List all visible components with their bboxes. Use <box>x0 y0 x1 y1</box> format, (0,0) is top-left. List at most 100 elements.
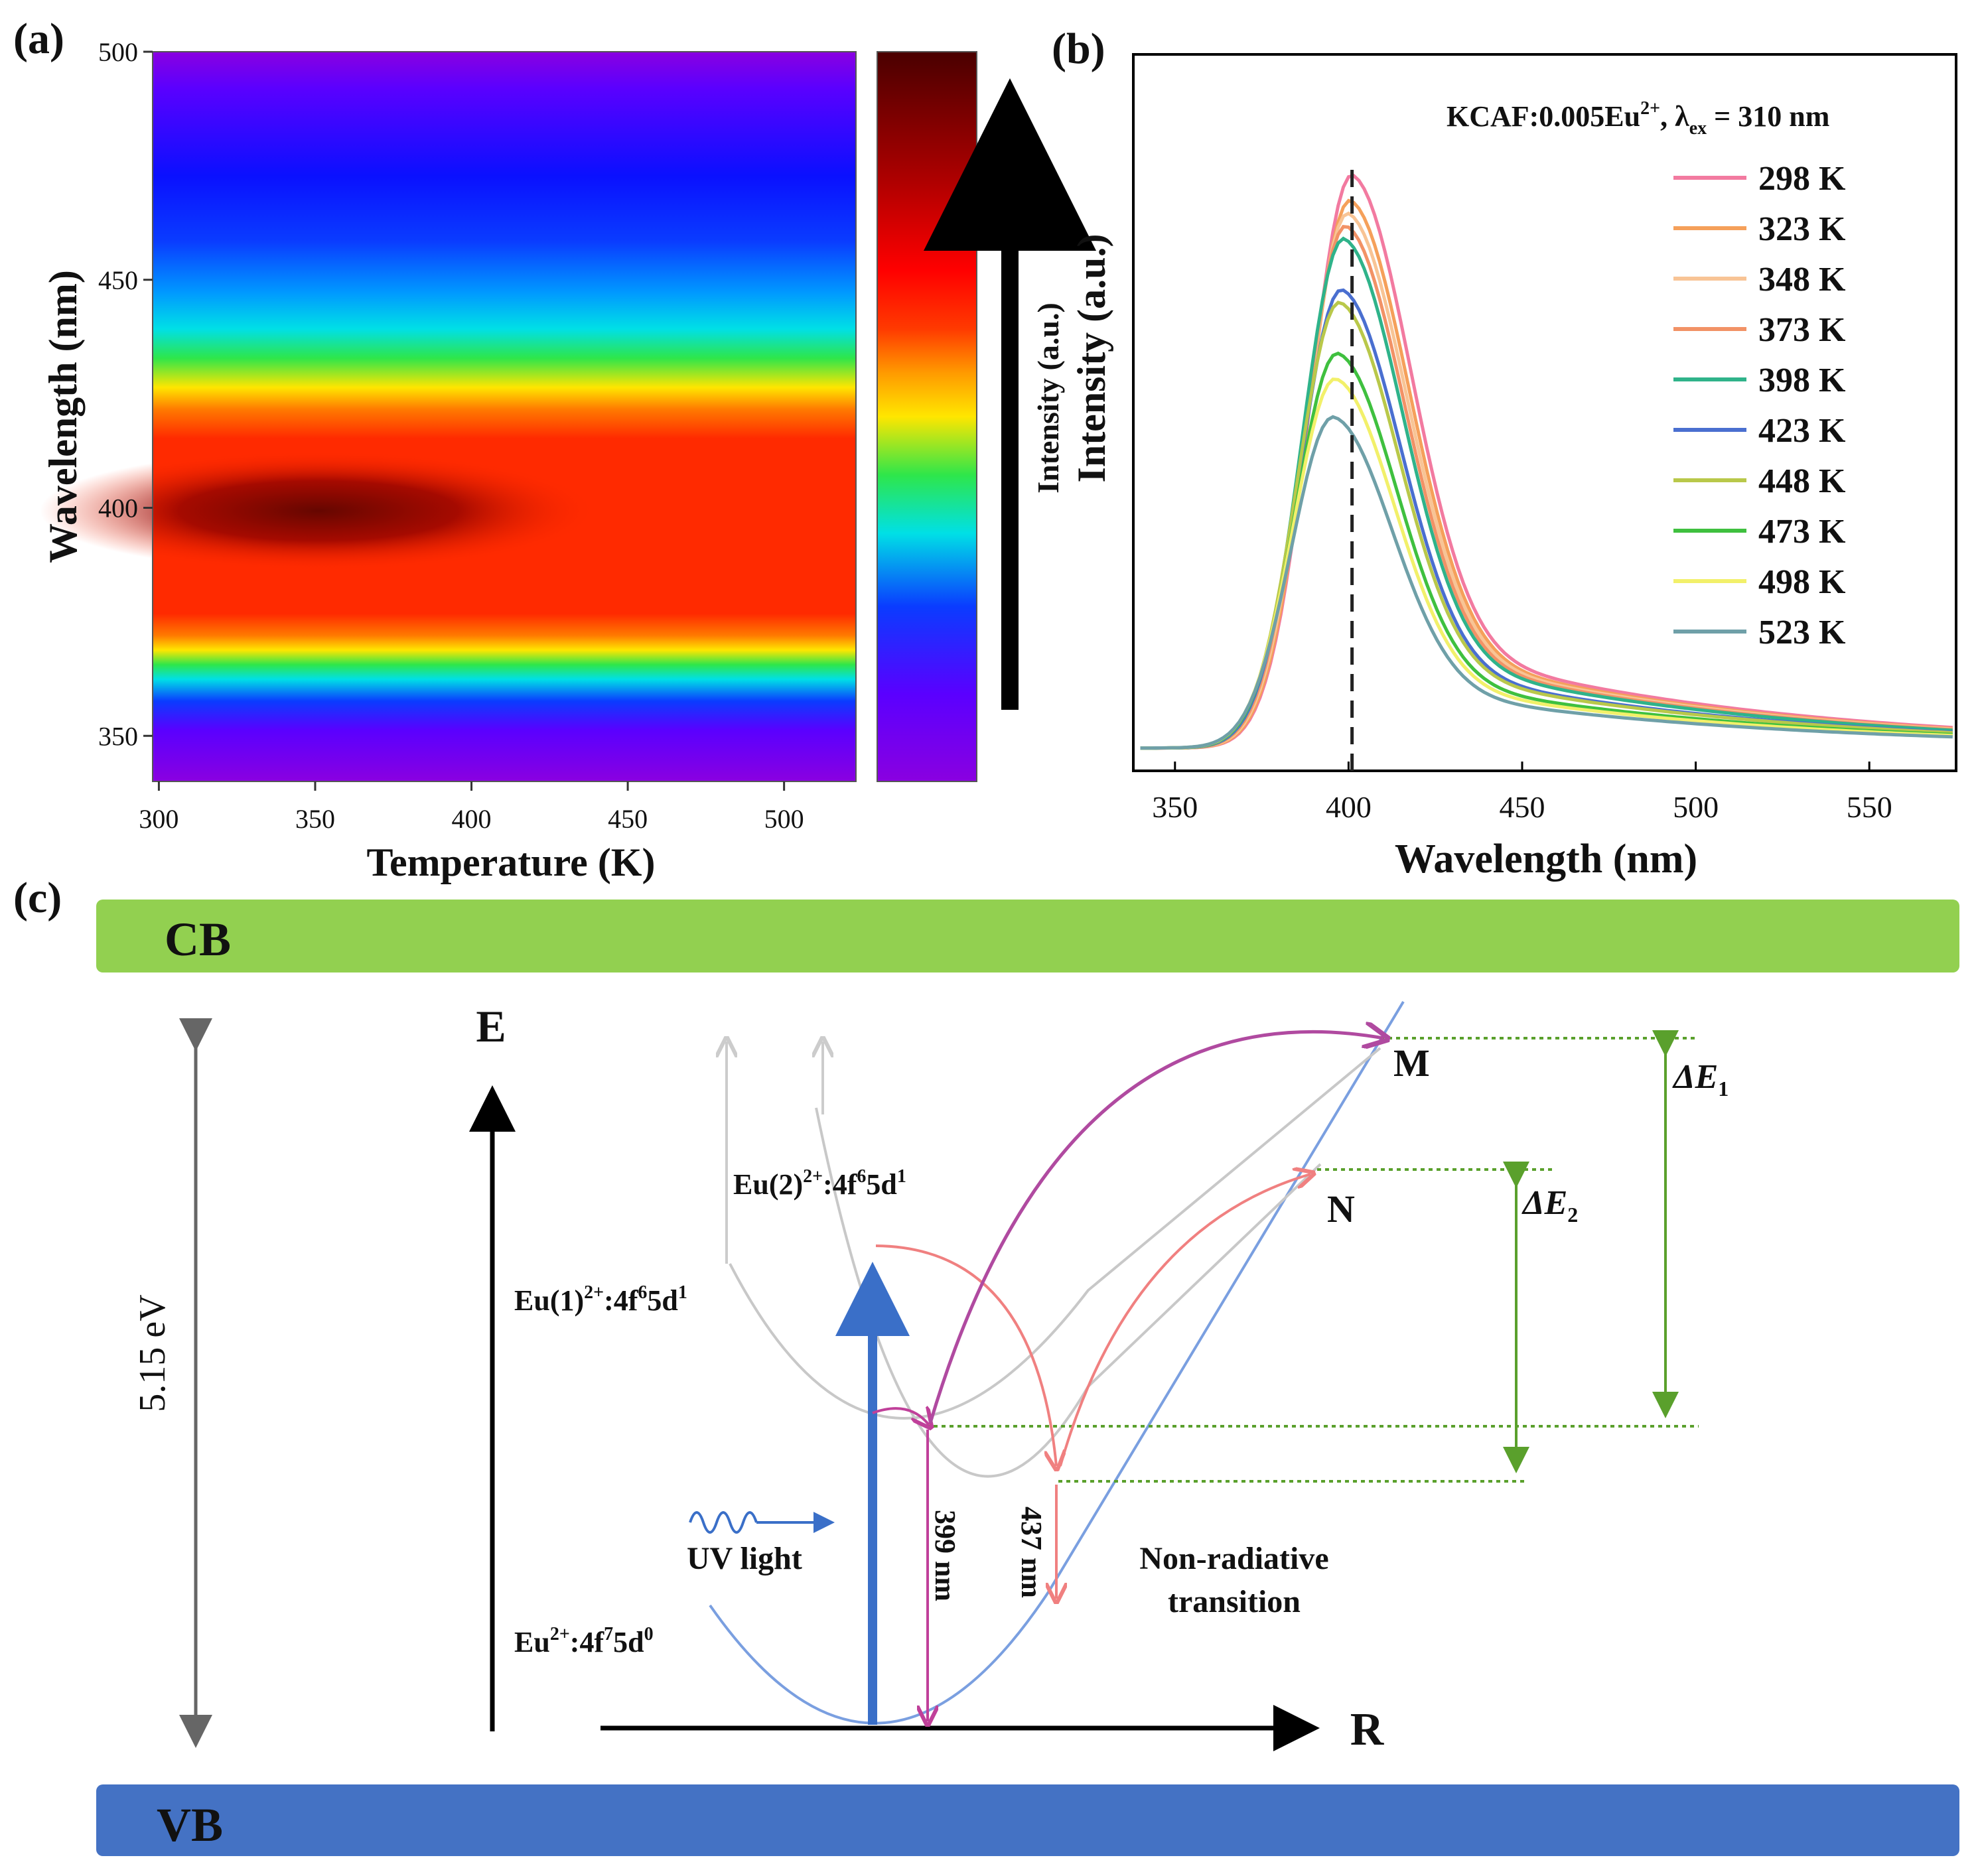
eu1-state-tail: :4f <box>604 1284 639 1317</box>
spectrum-title-end: = 310 nm <box>1707 100 1829 133</box>
eu2-state-sup2: 6 <box>857 1166 866 1187</box>
spectrum-title: KCAF:0.005Eu2+, λex = 310 nm <box>1447 98 1829 139</box>
delta-e1-sub: 1 <box>1718 1077 1729 1101</box>
delta-e2-label: ΔE2 <box>1521 1184 1578 1227</box>
spectrum-x-tick-label: 350 <box>1152 790 1198 824</box>
spectrum-x-tick-label: 450 <box>1499 790 1545 824</box>
eu2-excited-parabola <box>815 1107 1322 1478</box>
eu1-state-sup3: 1 <box>678 1282 687 1303</box>
point-m-label: M <box>1393 1041 1430 1085</box>
spectrum-curve-523k <box>1140 415 1953 750</box>
eu1-state-label: Eu(1)2+:4f65d1 <box>514 1282 687 1317</box>
purple-arc-to-m <box>928 1032 1383 1424</box>
heatmap-x-tick-label: 300 <box>139 804 178 834</box>
eu2-state-main: Eu(2) <box>733 1168 803 1201</box>
eu1-state-sup2: 6 <box>638 1282 647 1303</box>
nonrad-label-line1: Non-radiative <box>1139 1541 1328 1576</box>
legend-label: 423 K <box>1758 412 1846 450</box>
spectrum-legend: 298 K 323 K 348 K 373 K 398 K 423 K 448 K 473 K… <box>1673 160 1846 651</box>
legend-label: 448 K <box>1758 462 1846 500</box>
legend-label: 323 K <box>1758 210 1846 248</box>
delta-e1-label: ΔE1 <box>1672 1058 1729 1101</box>
heatmap-x-tick-label: 350 <box>295 804 335 834</box>
ground-state-main: Eu <box>514 1626 550 1658</box>
eu2-state-end: 5d <box>866 1168 896 1201</box>
relax-arrow-to-eu1 <box>872 1408 929 1425</box>
eu1-excited-parabola <box>729 1047 1381 1420</box>
panel-a-label: (a) <box>13 15 64 63</box>
legend-label: 398 K <box>1758 362 1846 399</box>
spectrum-x-label: Wavelength (nm) <box>1395 837 1697 882</box>
emission-437-label: 437 nm <box>1015 1507 1048 1598</box>
ground-state-parabola <box>709 1000 1405 1725</box>
cb-label: CB <box>165 913 231 966</box>
ground-state-sup: 2+ <box>550 1624 570 1644</box>
gap-label: 5.15 eV <box>132 1294 173 1412</box>
eu2-state-tail: :4f <box>823 1168 858 1201</box>
heatmap-x-ticks: 300 350 400 450 500 <box>139 781 804 834</box>
eu1-state-main: Eu(1) <box>514 1284 584 1317</box>
colorbar <box>877 51 977 782</box>
heatmap-x-tick-label: 500 <box>764 804 804 834</box>
legend-label: 473 K <box>1758 513 1846 551</box>
delta-e2-main: ΔE <box>1521 1184 1567 1222</box>
panel-b-label: (b) <box>1052 25 1105 73</box>
panel-a: (a) 500 450 400 350 300 350 400 450 500 Tempera… <box>13 15 1096 884</box>
spectrum-x-tick-label: 550 <box>1847 790 1892 824</box>
uv-wave-icon <box>689 1511 758 1534</box>
uv-label: UV light <box>687 1541 802 1576</box>
energy-axis-label: E <box>476 1001 506 1051</box>
heatmap-y-tick-label: 400 <box>98 494 138 523</box>
legend-label: 523 K <box>1758 614 1846 651</box>
legend-label: 298 K <box>1758 160 1846 198</box>
vb-label: VB <box>157 1798 223 1851</box>
conduction-band <box>96 900 1959 972</box>
heatmap-y-tick-label: 450 <box>98 265 138 295</box>
spectrum-title-sub: ex <box>1689 118 1707 139</box>
legend-label: 373 K <box>1758 311 1846 349</box>
spectrum-curves <box>1140 174 1953 750</box>
heatmap-y-ticks: 500 450 400 350 <box>98 37 153 751</box>
panel-b: (b) Intensity (a.u.) Wavelength (nm) 350… <box>1052 25 1957 882</box>
ground-state-sup2: 7 <box>604 1624 613 1644</box>
legend-label: 498 K <box>1758 563 1846 601</box>
heatmap-x-label: Temperature (K) <box>367 840 656 884</box>
eu1-state-sup: 2+ <box>584 1282 604 1303</box>
delta-e1-main: ΔE <box>1672 1058 1718 1096</box>
eu2-to-eu1-path <box>875 1244 1056 1466</box>
heatmap-y-tick-label: 350 <box>98 721 138 751</box>
heatmap-y-tick-label: 500 <box>98 37 138 67</box>
heatmap-x-tick-label: 400 <box>452 804 492 834</box>
emission-399-label: 399 nm <box>929 1510 961 1601</box>
pink-arc-to-n <box>1059 1174 1310 1467</box>
eu2-state-sup3: 1 <box>897 1166 906 1187</box>
eu1-state-end: 5d <box>647 1284 677 1317</box>
nonrad-label-line2: transition <box>1168 1584 1301 1619</box>
panel-c-label: (c) <box>13 874 62 922</box>
spectrum-title-tail: , λ <box>1660 100 1689 133</box>
spectrum-y-label: Intensity (a.u.) <box>1070 234 1113 482</box>
coordinate-axis-label: R <box>1350 1704 1385 1755</box>
spectrum-x-tick-label: 400 <box>1326 790 1372 824</box>
heatmap-plot <box>153 52 856 781</box>
eu2-state-label: Eu(2)2+:4f65d1 <box>733 1166 906 1201</box>
panel-c: (c) CB VB 5.15 eV E R <box>13 874 1959 1856</box>
heatmap-peak-region <box>40 451 597 570</box>
legend-label: 348 K <box>1758 261 1846 299</box>
ground-state-sup3: 0 <box>644 1624 654 1644</box>
point-n-label: N <box>1327 1187 1355 1231</box>
ground-state-label: Eu2+:4f75d0 <box>514 1624 654 1658</box>
spectrum-x-ticks: 350 400 450 500 550 <box>1152 762 1892 824</box>
valence-band <box>96 1784 1959 1856</box>
eu2-state-sup: 2+ <box>803 1166 823 1187</box>
heatmap-y-label: Wavelength (nm) <box>41 270 85 563</box>
heatmap-x-tick-label: 450 <box>608 804 648 834</box>
delta-e2-sub: 2 <box>1567 1203 1578 1227</box>
ground-state-end: 5d <box>613 1626 644 1658</box>
spectrum-title-sup: 2+ <box>1640 98 1660 119</box>
colorbar-label: Intensity (a.u.) <box>1031 302 1065 494</box>
spectrum-title-main: KCAF:0.005Eu <box>1447 100 1640 133</box>
spectrum-x-tick-label: 500 <box>1673 790 1719 824</box>
ground-state-tail: :4f <box>570 1626 605 1658</box>
